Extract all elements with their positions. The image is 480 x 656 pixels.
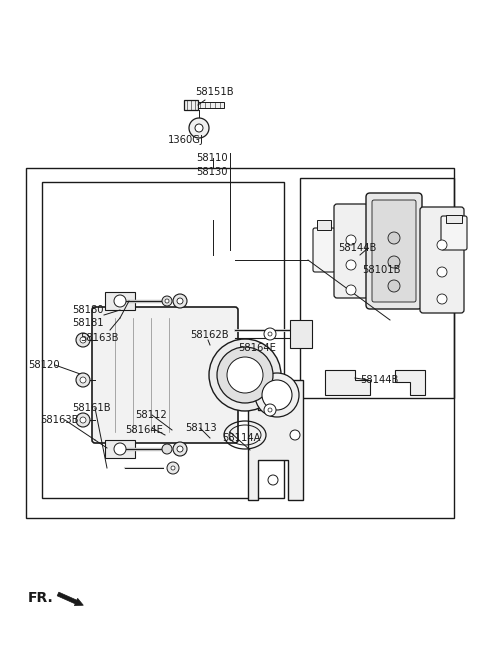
Circle shape bbox=[189, 118, 209, 138]
Circle shape bbox=[227, 357, 263, 393]
Circle shape bbox=[167, 462, 179, 474]
Circle shape bbox=[268, 385, 278, 395]
FancyArrow shape bbox=[57, 592, 84, 605]
Text: 58101B: 58101B bbox=[362, 265, 400, 275]
Polygon shape bbox=[395, 370, 425, 395]
Circle shape bbox=[268, 408, 272, 412]
Circle shape bbox=[437, 267, 447, 277]
Text: 58144B: 58144B bbox=[360, 375, 398, 385]
FancyBboxPatch shape bbox=[92, 307, 238, 443]
Circle shape bbox=[76, 333, 90, 347]
Text: 58163B: 58163B bbox=[40, 415, 79, 425]
Bar bbox=[198, 102, 224, 108]
Polygon shape bbox=[248, 370, 303, 500]
Circle shape bbox=[76, 413, 90, 427]
Circle shape bbox=[177, 446, 183, 452]
Bar bbox=[290, 320, 312, 348]
Circle shape bbox=[195, 124, 203, 132]
Text: 58130: 58130 bbox=[196, 167, 228, 177]
Bar bbox=[300, 178, 454, 398]
Circle shape bbox=[114, 443, 126, 455]
Circle shape bbox=[162, 296, 172, 306]
Circle shape bbox=[162, 444, 172, 454]
Circle shape bbox=[173, 294, 187, 308]
Circle shape bbox=[165, 299, 169, 303]
Circle shape bbox=[114, 295, 126, 307]
Text: FR.: FR. bbox=[28, 591, 54, 605]
Text: 58151B: 58151B bbox=[195, 87, 234, 97]
Text: 58163B: 58163B bbox=[80, 333, 119, 343]
Circle shape bbox=[177, 298, 183, 304]
Text: 58164E: 58164E bbox=[238, 343, 276, 353]
Text: 58180: 58180 bbox=[72, 305, 104, 315]
Circle shape bbox=[388, 280, 400, 292]
Text: 58110: 58110 bbox=[196, 153, 228, 163]
Circle shape bbox=[346, 260, 356, 270]
Bar bbox=[184, 100, 198, 110]
Circle shape bbox=[268, 332, 272, 336]
Bar bbox=[317, 220, 331, 230]
Circle shape bbox=[209, 339, 281, 411]
Bar bbox=[105, 292, 135, 310]
Circle shape bbox=[171, 466, 175, 470]
FancyBboxPatch shape bbox=[372, 200, 416, 302]
Text: 58112: 58112 bbox=[135, 410, 167, 420]
FancyBboxPatch shape bbox=[420, 207, 464, 313]
Text: 58181: 58181 bbox=[72, 318, 104, 328]
Circle shape bbox=[388, 232, 400, 244]
Circle shape bbox=[80, 377, 86, 383]
Circle shape bbox=[255, 373, 299, 417]
Bar bbox=[446, 215, 462, 223]
Bar bbox=[105, 440, 135, 458]
Circle shape bbox=[173, 442, 187, 456]
Text: 58113: 58113 bbox=[185, 423, 216, 433]
Circle shape bbox=[80, 417, 86, 423]
Circle shape bbox=[76, 373, 90, 387]
Text: 58144B: 58144B bbox=[338, 243, 376, 253]
Circle shape bbox=[264, 404, 276, 416]
Circle shape bbox=[346, 235, 356, 245]
Circle shape bbox=[262, 380, 292, 410]
FancyBboxPatch shape bbox=[334, 204, 368, 298]
FancyBboxPatch shape bbox=[441, 216, 467, 250]
FancyBboxPatch shape bbox=[313, 228, 335, 272]
Circle shape bbox=[80, 337, 86, 343]
Polygon shape bbox=[325, 370, 370, 395]
Circle shape bbox=[437, 240, 447, 250]
Text: 58114A: 58114A bbox=[222, 433, 261, 443]
Circle shape bbox=[217, 347, 273, 403]
Circle shape bbox=[437, 294, 447, 304]
Text: 1360GJ: 1360GJ bbox=[168, 135, 204, 145]
FancyBboxPatch shape bbox=[366, 193, 422, 309]
Circle shape bbox=[290, 430, 300, 440]
Text: 58162B: 58162B bbox=[190, 330, 228, 340]
Circle shape bbox=[346, 285, 356, 295]
Text: 58161B: 58161B bbox=[72, 403, 110, 413]
Bar bbox=[42, 182, 284, 498]
Text: 58164E: 58164E bbox=[125, 425, 163, 435]
Text: 58120: 58120 bbox=[28, 360, 60, 370]
Circle shape bbox=[268, 475, 278, 485]
Circle shape bbox=[388, 256, 400, 268]
Circle shape bbox=[264, 328, 276, 340]
Bar bbox=[26, 168, 454, 518]
